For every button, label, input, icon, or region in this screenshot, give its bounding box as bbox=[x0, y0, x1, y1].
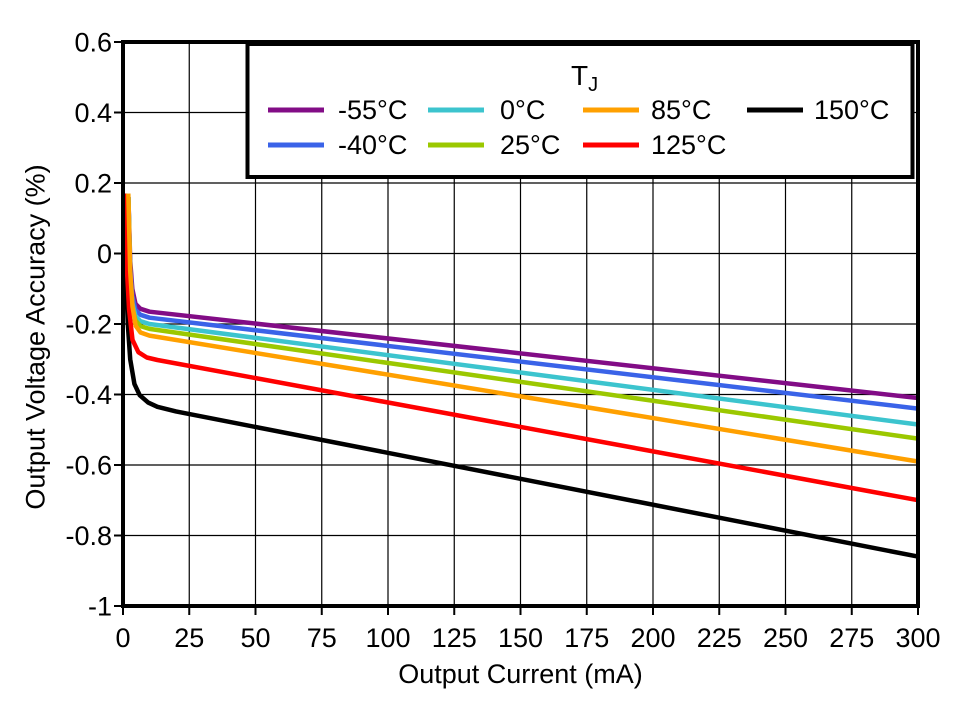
y-tick-label: -0.2 bbox=[65, 310, 112, 340]
x-tick-label: 75 bbox=[307, 623, 337, 653]
x-axis-title: Output Current (mA) bbox=[398, 659, 643, 689]
series-line-85C bbox=[126, 193, 919, 464]
legend-label-85C: 85°C bbox=[651, 95, 711, 125]
y-tick-label: 0.6 bbox=[74, 28, 112, 58]
x-tick-label: 50 bbox=[240, 623, 270, 653]
legend-title-subscript: J bbox=[588, 74, 598, 96]
x-tick-label: 125 bbox=[432, 623, 477, 653]
x-tick-label: 300 bbox=[895, 623, 940, 653]
series-line-125C bbox=[123, 193, 919, 503]
legend-label--55C: -55°C bbox=[338, 95, 407, 125]
y-tick-label: 0 bbox=[97, 239, 112, 269]
x-tick-label: 175 bbox=[564, 623, 609, 653]
x-tick-label: 225 bbox=[697, 623, 742, 653]
legend-label-125C: 125°C bbox=[651, 130, 726, 160]
x-tick-label: 25 bbox=[174, 623, 204, 653]
x-tick-label: 150 bbox=[498, 623, 543, 653]
x-tick-label: 100 bbox=[365, 623, 410, 653]
y-tick-label: -0.8 bbox=[65, 521, 112, 551]
y-tick-label: -0.4 bbox=[65, 380, 112, 410]
y-tick-label: 0.4 bbox=[74, 98, 112, 128]
legend-label-150C: 150°C bbox=[814, 95, 889, 125]
x-tick-label: 0 bbox=[115, 623, 130, 653]
y-axis-title: Output Voltage Accuracy (%) bbox=[20, 164, 51, 510]
legend-label-25C: 25°C bbox=[500, 130, 560, 160]
y-tick-label: -1 bbox=[88, 592, 112, 622]
y-tick-label: -0.6 bbox=[65, 451, 112, 481]
x-tick-label: 250 bbox=[763, 623, 808, 653]
x-tick-label: 275 bbox=[829, 623, 874, 653]
y-tick-label: 0.2 bbox=[74, 169, 112, 199]
x-tick-label: 200 bbox=[630, 623, 675, 653]
legend-label--40C: -40°C bbox=[338, 130, 407, 160]
legend-label-0C: 0°C bbox=[500, 95, 545, 125]
